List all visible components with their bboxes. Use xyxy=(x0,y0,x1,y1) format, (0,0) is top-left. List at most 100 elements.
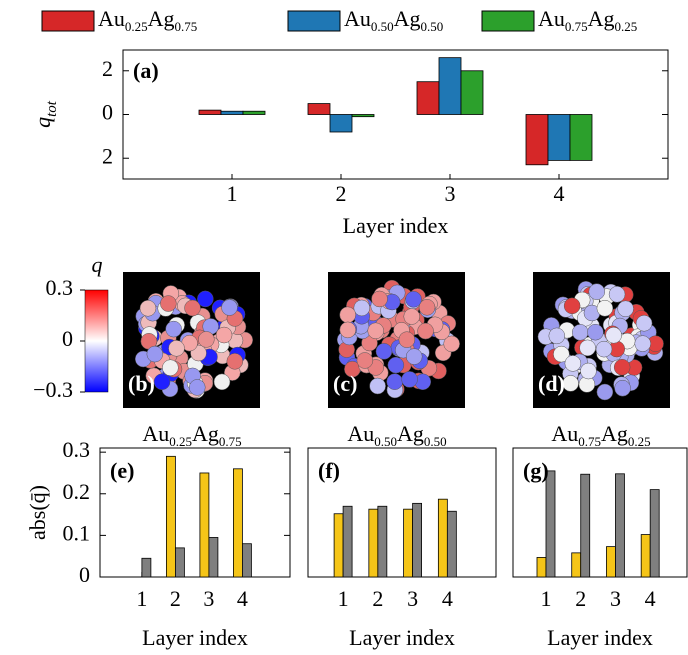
bar xyxy=(174,547,185,578)
bar xyxy=(571,552,582,578)
bar xyxy=(242,110,266,115)
bar xyxy=(199,472,210,578)
atom xyxy=(595,340,613,358)
y-tick-label: 2 xyxy=(102,143,113,168)
x-axis-label: Layer index xyxy=(343,213,449,238)
bar xyxy=(569,114,593,161)
bar xyxy=(233,468,243,578)
legend-label: Au0.75Ag0.25 xyxy=(538,6,637,34)
x-tick-label: 2 xyxy=(575,586,586,611)
x-tick-label: 1 xyxy=(136,586,147,611)
y-tick-label: 2 xyxy=(102,56,113,81)
x-tick-label: 2 xyxy=(170,586,181,611)
atom xyxy=(405,291,422,308)
atom xyxy=(198,331,215,348)
atom xyxy=(418,299,436,316)
bar xyxy=(351,114,375,118)
atom xyxy=(405,348,423,365)
atom xyxy=(605,327,622,344)
atom xyxy=(398,331,416,348)
bar xyxy=(615,473,625,578)
atom xyxy=(564,355,582,372)
panel-label: (g) xyxy=(523,458,549,483)
bar xyxy=(460,70,484,115)
atom xyxy=(356,352,374,369)
atom xyxy=(339,321,357,339)
image-label: (c) xyxy=(333,371,357,396)
cluster-image: (c) xyxy=(328,272,465,408)
legend-swatch xyxy=(481,10,535,32)
atom xyxy=(215,326,233,344)
y-tick-label: 0.3 xyxy=(63,437,91,462)
atom xyxy=(153,373,171,390)
x-tick-label: 3 xyxy=(407,586,418,611)
atom xyxy=(221,299,238,316)
colorbar-tick-label: 0.3 xyxy=(46,275,74,300)
legend-label: Au0.50Ag0.50 xyxy=(344,6,443,34)
x-tick-label: 3 xyxy=(610,586,621,611)
y-axis-label: abs(q̄) xyxy=(25,485,50,540)
colorbar-label: q xyxy=(92,252,103,277)
atom xyxy=(596,383,614,401)
panel-label: (f) xyxy=(318,458,340,483)
atom xyxy=(588,283,606,300)
atom xyxy=(617,300,634,318)
x-axis-label: Layer index xyxy=(547,625,653,650)
x-tick-label: 1 xyxy=(338,586,349,611)
bar xyxy=(545,470,556,578)
atom xyxy=(375,343,393,360)
cluster-image: (b) xyxy=(123,272,260,408)
atom xyxy=(197,290,214,308)
atom xyxy=(401,371,418,388)
atom xyxy=(369,377,386,395)
atom xyxy=(165,320,182,338)
bar xyxy=(198,109,222,115)
atom xyxy=(634,335,651,352)
bar xyxy=(649,489,660,578)
x-tick-label: 1 xyxy=(227,181,238,206)
image-label: (d) xyxy=(538,371,565,396)
atom xyxy=(353,299,371,317)
atom xyxy=(614,379,631,397)
panel-title: Au0.25Ag0.75 xyxy=(142,421,241,449)
x-tick-label: 4 xyxy=(645,586,656,611)
legend-swatch xyxy=(287,10,341,32)
atom xyxy=(387,356,405,374)
bar xyxy=(446,510,457,578)
bar xyxy=(368,508,379,578)
atom xyxy=(580,362,597,380)
bar xyxy=(342,505,353,578)
atom xyxy=(146,345,164,363)
bar xyxy=(437,498,448,578)
atom xyxy=(443,335,460,353)
bar xyxy=(141,557,152,578)
bar xyxy=(438,57,462,115)
x-tick-label: 4 xyxy=(442,586,453,611)
atom xyxy=(563,297,581,315)
bar xyxy=(333,513,344,578)
atom xyxy=(562,375,579,392)
atom xyxy=(635,315,653,332)
bar xyxy=(220,110,244,115)
y-tick-label: 0 xyxy=(102,100,113,125)
atom xyxy=(226,353,244,370)
axes-frame xyxy=(307,447,497,578)
panel-label: (a) xyxy=(133,58,159,83)
panel-title: Au0.75Ag0.25 xyxy=(551,421,650,449)
bar xyxy=(329,114,353,133)
bar xyxy=(403,508,413,578)
atom xyxy=(184,299,201,317)
bar xyxy=(416,81,440,115)
atom xyxy=(403,308,420,325)
bar xyxy=(307,103,331,115)
bar xyxy=(242,543,252,578)
bar xyxy=(547,114,571,161)
atom xyxy=(367,322,384,340)
atom xyxy=(139,300,157,317)
cluster-image: (d) xyxy=(533,272,670,408)
x-tick-label: 3 xyxy=(445,181,456,206)
atom xyxy=(613,359,631,376)
atom xyxy=(339,306,356,324)
x-tick-label: 4 xyxy=(554,181,565,206)
x-axis-label: Layer index xyxy=(142,625,248,650)
